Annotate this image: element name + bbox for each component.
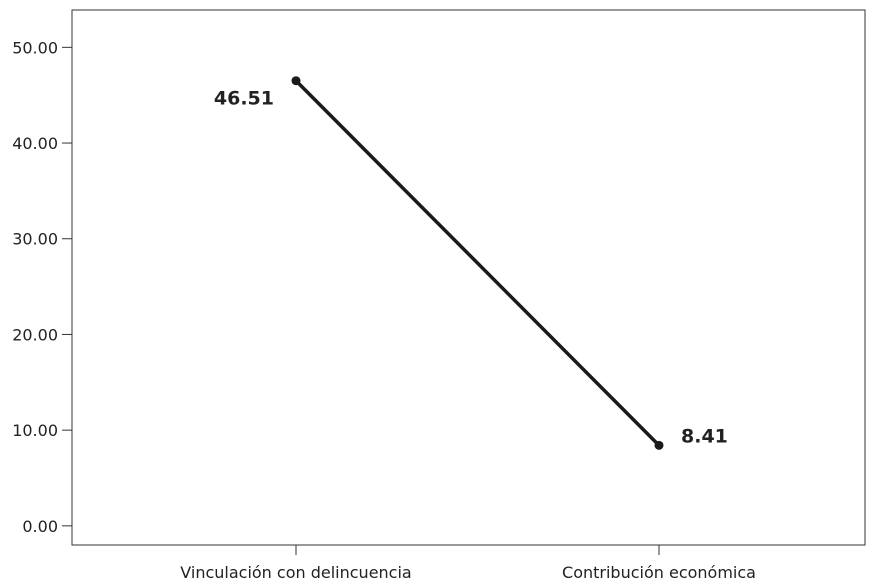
y-axis: 0.00 10.00 20.00 30.00 40.00 50.00 xyxy=(12,38,72,536)
y-tick-label: 20.00 xyxy=(12,325,58,344)
series-line xyxy=(294,78,661,448)
plot-frame xyxy=(71,9,866,546)
series-group xyxy=(291,76,664,450)
y-tick-label: 30.00 xyxy=(12,230,58,249)
data-label: 46.51 xyxy=(214,88,274,110)
y-tick-label: 0.00 xyxy=(22,517,58,536)
data-point xyxy=(291,76,301,86)
x-axis: Vinculación con delincuencia Contribución… xyxy=(180,545,756,581)
x-tick-label: Vinculación con delincuencia xyxy=(180,563,411,581)
y-tick-label: 50.00 xyxy=(12,38,58,57)
data-labels: 46.51 8.41 xyxy=(214,88,728,448)
y-tick-label: 40.00 xyxy=(12,134,58,153)
data-label: 8.41 xyxy=(681,425,728,447)
y-tick-label: 10.00 xyxy=(12,421,58,440)
data-point xyxy=(654,440,664,450)
x-tick-label: Contribución económica xyxy=(562,563,756,581)
